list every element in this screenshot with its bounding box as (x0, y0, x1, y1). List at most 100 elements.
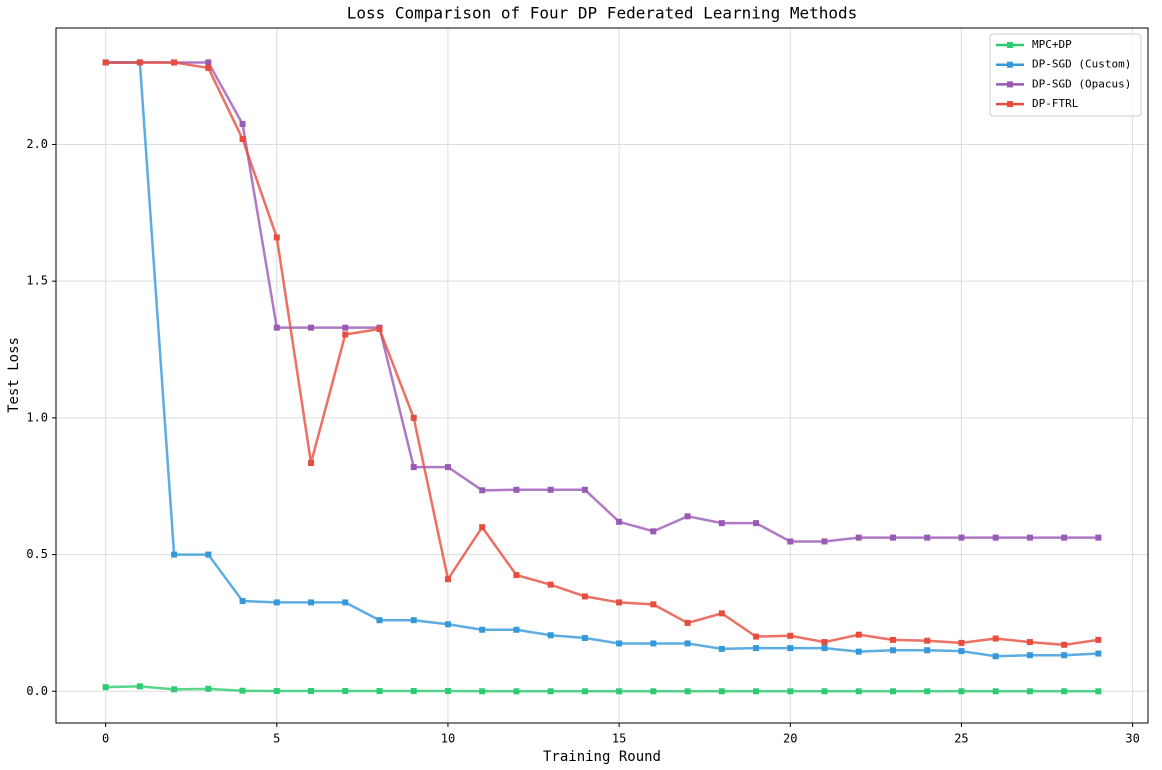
marker (205, 64, 212, 71)
marker (958, 648, 965, 655)
marker (342, 331, 349, 338)
marker (650, 688, 657, 695)
marker (753, 645, 760, 652)
y-tick-label: 0.0 (26, 684, 48, 698)
marker (581, 634, 588, 641)
marker (581, 688, 588, 695)
marker (171, 59, 178, 66)
marker (684, 640, 691, 647)
marker (444, 464, 451, 471)
marker (821, 645, 828, 652)
marker (1026, 688, 1033, 695)
x-tick-label: 10 (441, 732, 455, 746)
marker (1026, 652, 1033, 659)
marker (787, 632, 794, 639)
x-axis-label: Training Round (543, 749, 661, 765)
marker (889, 647, 896, 654)
legend-marker (1007, 101, 1013, 108)
marker (718, 688, 725, 695)
marker (479, 524, 486, 531)
marker (753, 688, 760, 695)
marker (1061, 652, 1068, 659)
marker (616, 518, 623, 525)
marker (205, 59, 212, 66)
legend-marker (1007, 42, 1013, 48)
marker (684, 513, 691, 520)
marker (787, 688, 794, 695)
legend-label: DP-FTRL (1032, 97, 1079, 110)
marker (958, 534, 965, 541)
marker (924, 637, 931, 644)
marker (1095, 650, 1102, 657)
marker (410, 414, 417, 421)
legend-label: MPC+DP (1032, 38, 1072, 51)
marker (581, 593, 588, 600)
marker (1026, 639, 1033, 646)
y-tick-label: 0.5 (26, 547, 48, 561)
marker (924, 688, 931, 695)
marker (650, 640, 657, 647)
marker (1061, 534, 1068, 541)
plot-frame (55, 27, 1149, 724)
marker (410, 688, 417, 695)
marker (479, 688, 486, 695)
marker (1026, 534, 1033, 541)
marker (992, 635, 999, 642)
marker (513, 486, 520, 493)
marker (513, 626, 520, 633)
marker (889, 688, 896, 695)
marker (718, 520, 725, 527)
legend-label: DP-SGD (Opacus) (1032, 77, 1131, 90)
x-tick-label: 20 (783, 732, 797, 746)
series-line (105, 61, 1099, 543)
marker (992, 653, 999, 660)
marker (1095, 534, 1102, 541)
marker (787, 538, 794, 545)
x-tick-label: 5 (273, 732, 280, 746)
marker (308, 599, 315, 606)
marker (753, 520, 760, 527)
marker (376, 326, 383, 333)
marker (684, 688, 691, 695)
marker (547, 581, 554, 588)
marker (102, 59, 109, 66)
marker (308, 459, 315, 466)
marker (239, 120, 246, 127)
marker (205, 685, 212, 692)
marker (1061, 641, 1068, 648)
marker (513, 688, 520, 695)
marker (924, 647, 931, 654)
marker (821, 688, 828, 695)
marker (444, 576, 451, 583)
marker (616, 688, 623, 695)
marker (821, 639, 828, 646)
marker (342, 688, 349, 695)
marker (205, 551, 212, 558)
marker (787, 645, 794, 652)
marker (479, 626, 486, 633)
marker (821, 538, 828, 545)
marker (547, 688, 554, 695)
marker (992, 534, 999, 541)
series-line (105, 61, 1099, 658)
marker (650, 528, 657, 535)
marker (102, 684, 109, 691)
marker (513, 572, 520, 579)
x-tick-label: 0 (102, 732, 109, 746)
marker (924, 534, 931, 541)
marker (855, 631, 862, 638)
legend-label: DP-SGD (Custom) (1032, 58, 1131, 71)
legend-marker (1007, 61, 1013, 68)
series-line (105, 61, 1099, 647)
marker (855, 534, 862, 541)
x-tick-label: 15 (612, 732, 626, 746)
marker (273, 234, 280, 241)
marker (889, 534, 896, 541)
x-tick-label: 25 (954, 732, 968, 746)
marker (958, 688, 965, 695)
marker (547, 486, 554, 493)
marker (308, 688, 315, 695)
marker (1061, 688, 1068, 695)
marker (958, 639, 965, 646)
